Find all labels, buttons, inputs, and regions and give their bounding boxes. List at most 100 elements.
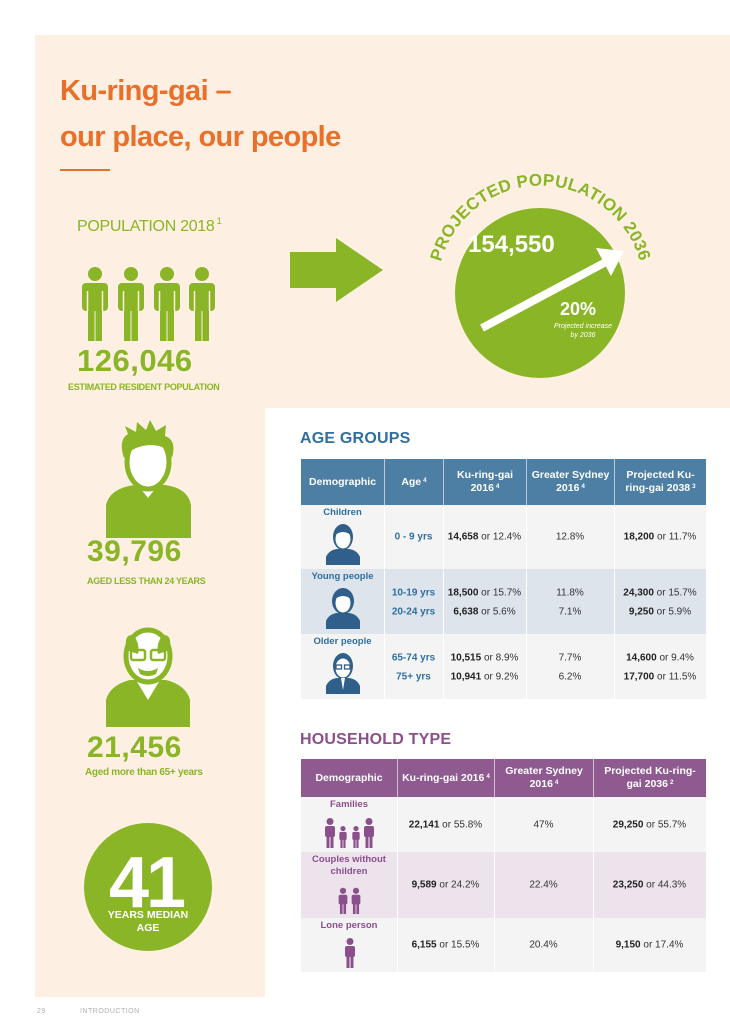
footnote: 4 bbox=[554, 779, 559, 786]
footnote: 1 bbox=[216, 216, 222, 227]
value-bold: 9,589 bbox=[411, 879, 437, 891]
value-rest: or 11.5% bbox=[657, 671, 697, 683]
group-name: Young people bbox=[311, 571, 374, 582]
value-rest: or 24.2% bbox=[439, 879, 480, 891]
demographic-icon bbox=[344, 938, 355, 968]
header-text: Projected Ku-ring-gai 2036 bbox=[604, 765, 696, 790]
demographic-icon bbox=[326, 588, 360, 629]
column-divider bbox=[593, 852, 594, 918]
young-caption: AGED LESS THAN 24 YEARS bbox=[87, 576, 206, 586]
age-cell: 10-19 yrs bbox=[391, 587, 436, 599]
value-rest: or 12.4% bbox=[481, 531, 522, 543]
column-divider bbox=[614, 634, 615, 699]
header-text: Demographic bbox=[308, 475, 377, 488]
page-number: 29 bbox=[37, 1008, 46, 1015]
footnote: 4 bbox=[495, 483, 500, 490]
value-bold: 29,250 bbox=[612, 819, 644, 830]
value-rest: or 9.2% bbox=[483, 671, 519, 683]
value-bold: 22,141 bbox=[408, 819, 440, 830]
projected-value: 154,550 bbox=[468, 231, 555, 258]
row-bg bbox=[301, 569, 706, 634]
section-name: INTRODUCTION bbox=[80, 1008, 140, 1015]
value-bold: 23,250 bbox=[612, 879, 644, 891]
value-rest: or 15.5% bbox=[439, 939, 480, 951]
column-divider bbox=[397, 797, 398, 852]
value-rest: or 8.9% bbox=[483, 652, 519, 664]
older-icon bbox=[106, 627, 190, 727]
value-bold: 18,200 bbox=[623, 531, 655, 543]
title-rule bbox=[60, 169, 110, 171]
sydney-cell: 47% bbox=[533, 819, 554, 830]
column-divider bbox=[526, 634, 527, 699]
row-bg bbox=[301, 634, 706, 699]
header-text: Age bbox=[401, 475, 422, 488]
column-divider bbox=[397, 918, 398, 972]
demographic-icon bbox=[326, 524, 360, 565]
population-label: POPULATION 2018 1 bbox=[77, 216, 222, 236]
median-value: 41 bbox=[109, 843, 185, 923]
column-divider bbox=[614, 505, 615, 569]
local-cell: 14,658 or 12.4% bbox=[443, 532, 526, 543]
increase-value: 20% bbox=[560, 299, 596, 319]
demographic-icon bbox=[338, 887, 361, 914]
column-divider bbox=[443, 569, 444, 634]
column-divider bbox=[526, 505, 527, 569]
local-cell: 9,589 or 24.2% bbox=[397, 880, 494, 891]
header-text: Ku-ring-gai 2016 bbox=[457, 469, 513, 494]
value-rest: or 11.7% bbox=[657, 531, 697, 543]
column-divider bbox=[384, 505, 385, 569]
value-bold: 10,515 bbox=[450, 652, 482, 664]
footnote: 3 bbox=[692, 483, 696, 490]
header-text: Projected Ku-ring-gai 2038 bbox=[625, 469, 695, 494]
sydney-cell: 11.8% bbox=[556, 587, 584, 599]
column-header: Demographic bbox=[301, 759, 397, 797]
group-name: Children bbox=[323, 507, 362, 518]
row-bg bbox=[301, 918, 706, 972]
column-divider bbox=[384, 569, 385, 634]
header-text: Ku-ring-gai 2016 bbox=[402, 771, 485, 784]
sydney-cell: 7.7% bbox=[558, 652, 582, 664]
footnote: 4 bbox=[581, 483, 585, 490]
value-rest: or 15.7% bbox=[481, 587, 522, 599]
column-divider bbox=[397, 852, 398, 918]
value-bold: 9,150 bbox=[615, 939, 641, 951]
title-line: our place, our people bbox=[60, 121, 341, 153]
header-bg bbox=[301, 459, 706, 505]
column-header: Demographic bbox=[301, 459, 384, 505]
sydney-cell: 20.4% bbox=[529, 939, 558, 951]
value-bold: 6,638 bbox=[453, 606, 479, 618]
projected-cell: 9,250 or 5.9% bbox=[614, 607, 706, 618]
projected-cell: 17,700 or 11.5% bbox=[614, 672, 706, 683]
local-cell: 18,500 or 15.7% bbox=[443, 588, 526, 599]
age-cell: 75+ yrs bbox=[396, 671, 431, 683]
value-bold: 24,300 bbox=[623, 587, 654, 599]
value-rest: or 55.7% bbox=[646, 819, 687, 830]
age-title: AGE GROUPS bbox=[300, 430, 411, 447]
sydney-cell: 7.1% bbox=[558, 606, 582, 618]
header-bg bbox=[301, 759, 706, 797]
title-line: Ku-ring-gai – bbox=[60, 75, 232, 107]
value-bold: 14,658 bbox=[447, 531, 479, 543]
projected-cell: 9,150 or 17.4% bbox=[593, 940, 706, 951]
footnote: 2 bbox=[669, 779, 674, 786]
column-divider bbox=[443, 505, 444, 569]
age-cell: 20-24 yrs bbox=[391, 606, 436, 618]
age-cell: 65-74 yrs bbox=[391, 652, 436, 664]
footnote: 4 bbox=[423, 476, 427, 484]
header-text: Demographic bbox=[315, 771, 383, 784]
local-cell: 22,141 or 55.8% bbox=[397, 819, 494, 830]
median-caption: AGE bbox=[137, 922, 160, 934]
column-header: Greater Sydney 2016 4 bbox=[494, 759, 593, 797]
column-header: Ku-ring-gai 2016 4 bbox=[397, 759, 494, 797]
value-rest: or 9.4% bbox=[659, 652, 694, 664]
column-divider bbox=[614, 569, 615, 634]
arrow bbox=[290, 238, 383, 302]
value-rest: or 5.9% bbox=[656, 606, 692, 618]
value-rest: or 55.8% bbox=[442, 819, 483, 830]
column-divider bbox=[593, 797, 594, 852]
population-value: 126,046 bbox=[77, 343, 193, 378]
column-divider bbox=[494, 918, 495, 972]
value-bold: 18,500 bbox=[447, 587, 479, 599]
